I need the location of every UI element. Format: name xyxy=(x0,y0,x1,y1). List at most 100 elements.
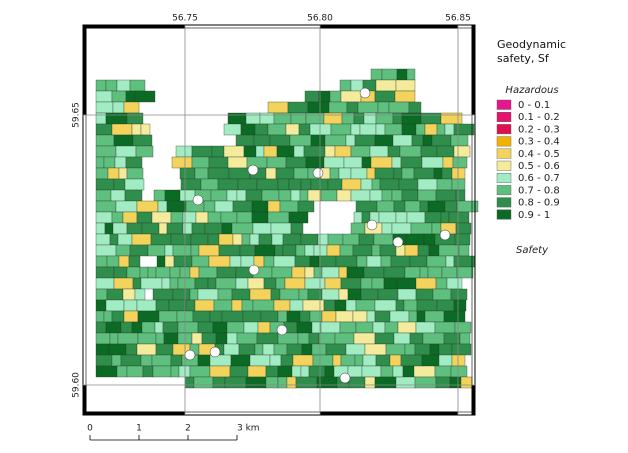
parcel xyxy=(307,101,330,114)
parcel xyxy=(317,233,329,246)
parcel xyxy=(166,200,187,213)
parcel xyxy=(237,178,258,191)
parcel xyxy=(300,365,310,378)
parcel xyxy=(215,277,237,290)
legend-label: 0.9 - 1 xyxy=(518,210,550,221)
parcel xyxy=(105,321,122,334)
parcel xyxy=(286,310,301,323)
parcel xyxy=(369,189,383,202)
parcel xyxy=(451,354,466,367)
parcel xyxy=(221,310,244,323)
parcel xyxy=(210,189,228,202)
parcel xyxy=(113,178,126,191)
legend-label: 0.6 - 0.7 xyxy=(518,173,560,184)
parcel xyxy=(164,189,181,202)
parcel xyxy=(267,123,287,136)
parcel xyxy=(290,222,304,235)
parcel xyxy=(179,167,196,180)
parcel xyxy=(231,222,254,235)
parcel xyxy=(405,233,425,246)
parcel xyxy=(257,321,271,334)
parcel xyxy=(125,156,143,169)
parcel xyxy=(263,255,275,268)
parcel xyxy=(360,277,373,290)
parcel xyxy=(113,266,128,279)
parcel xyxy=(353,211,363,224)
parcel xyxy=(218,233,234,246)
parcel xyxy=(379,244,397,257)
parcel xyxy=(408,310,418,323)
parcel xyxy=(339,79,352,92)
parcel xyxy=(229,255,242,268)
parcel xyxy=(455,189,466,202)
parcel xyxy=(95,277,115,290)
parcel xyxy=(415,321,436,334)
parcel xyxy=(95,167,109,180)
parcel xyxy=(338,288,349,301)
latitude-label: 59.60 xyxy=(72,372,82,398)
parcel xyxy=(320,189,338,202)
parcel xyxy=(263,277,277,290)
parcel xyxy=(108,343,127,356)
parcel xyxy=(309,255,320,268)
parcel xyxy=(348,376,366,389)
parcel xyxy=(399,145,422,158)
parcel xyxy=(340,354,356,367)
parcel xyxy=(397,321,417,334)
parcel xyxy=(350,123,361,136)
parcel xyxy=(403,299,418,312)
parcel xyxy=(207,167,230,180)
parcel xyxy=(374,90,396,103)
parcel xyxy=(354,354,364,367)
parcel xyxy=(366,310,376,323)
parcel xyxy=(155,332,165,345)
parcel xyxy=(267,211,290,224)
legend-label: 0.3 - 0.4 xyxy=(518,137,560,148)
parcel xyxy=(357,101,379,114)
parcel xyxy=(308,365,326,378)
parcel xyxy=(147,266,157,279)
parcel xyxy=(290,189,301,202)
parcel xyxy=(370,156,393,169)
parcel xyxy=(310,134,326,147)
parcel xyxy=(189,288,199,301)
parcel xyxy=(117,233,133,246)
legend-swatch xyxy=(496,172,512,183)
parcel xyxy=(136,211,153,224)
parcel xyxy=(458,244,470,257)
parcel xyxy=(390,255,411,268)
scale-label: 0 xyxy=(87,424,93,434)
legend-label: 0 - 0.1 xyxy=(518,100,550,111)
parcel xyxy=(410,222,433,235)
parcel xyxy=(381,68,398,81)
longitude-label: 56.80 xyxy=(307,14,333,24)
parcel xyxy=(370,68,383,81)
parcel xyxy=(393,200,406,213)
parcel xyxy=(267,101,289,114)
parcel xyxy=(385,343,406,356)
parcel xyxy=(274,244,284,257)
parcel xyxy=(350,167,368,180)
parcel xyxy=(113,134,134,147)
parcel xyxy=(129,244,149,257)
parcel xyxy=(406,68,416,81)
parcel xyxy=(323,299,336,312)
parcel xyxy=(271,233,284,246)
parcel xyxy=(413,167,435,180)
legend-swatch xyxy=(496,124,512,135)
parcel xyxy=(336,189,352,202)
parcel xyxy=(446,277,463,290)
parcel xyxy=(135,145,154,158)
parcel xyxy=(313,266,323,279)
parcel xyxy=(397,288,417,301)
parcel xyxy=(207,233,220,246)
parcel xyxy=(392,365,404,378)
parcel xyxy=(263,145,278,158)
parcel xyxy=(459,332,471,345)
parcel xyxy=(304,266,315,279)
parcel xyxy=(426,255,447,268)
parcel xyxy=(380,255,392,268)
parcel xyxy=(193,376,214,389)
parcel xyxy=(345,343,366,356)
